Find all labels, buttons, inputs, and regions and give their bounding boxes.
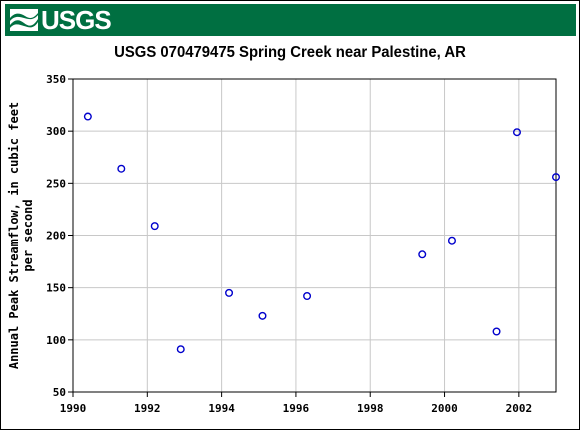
y-tick-label: 200 xyxy=(46,230,66,243)
data-point xyxy=(512,128,521,137)
data-point xyxy=(83,112,92,121)
chart-title: USGS 070479475 Spring Creek near Palesti… xyxy=(114,44,466,61)
y-tick-label: 50 xyxy=(53,386,66,399)
y-tick-label: 150 xyxy=(46,282,66,295)
y-tick-label: 300 xyxy=(46,125,66,138)
usgs-logo: USGS xyxy=(9,5,112,35)
data-point xyxy=(552,173,561,182)
y-tick-label: 100 xyxy=(46,334,66,347)
usgs-logo-text: USGS xyxy=(41,5,112,35)
x-tick-label: 1990 xyxy=(60,402,87,415)
data-point xyxy=(258,311,267,320)
data-point xyxy=(447,236,456,245)
usgs-logo-wave-icon xyxy=(10,9,38,31)
y-axis-label-line: Annual Peak Streamflow, in cubic feet xyxy=(7,102,21,369)
y-tick-label: 250 xyxy=(46,177,66,190)
data-point xyxy=(117,164,126,173)
y-axis-label-line: per second xyxy=(21,199,35,271)
x-tick-label: 2000 xyxy=(431,402,458,415)
y-axis-label: Annual Peak Streamflow, in cubic feet per… xyxy=(7,102,35,369)
data-point xyxy=(150,222,159,231)
data-point xyxy=(176,345,185,354)
x-tick-label: 1998 xyxy=(357,402,384,415)
data-point xyxy=(418,250,427,259)
data-point xyxy=(492,327,501,336)
y-tick-label: 350 xyxy=(46,73,66,86)
data-points xyxy=(83,112,561,354)
x-tick-label: 1996 xyxy=(283,402,310,415)
axis-ticks: 1990 1992 1994 1996 1998 2000 2002501001502002… xyxy=(46,73,532,415)
grid-lines xyxy=(72,78,556,393)
data-point xyxy=(303,292,312,301)
x-tick-label: 1992 xyxy=(134,402,161,415)
x-tick-label: 2002 xyxy=(506,402,533,415)
data-point xyxy=(225,288,234,297)
usgs-banner: USGS xyxy=(5,4,576,36)
x-tick-label: 1994 xyxy=(208,402,235,415)
